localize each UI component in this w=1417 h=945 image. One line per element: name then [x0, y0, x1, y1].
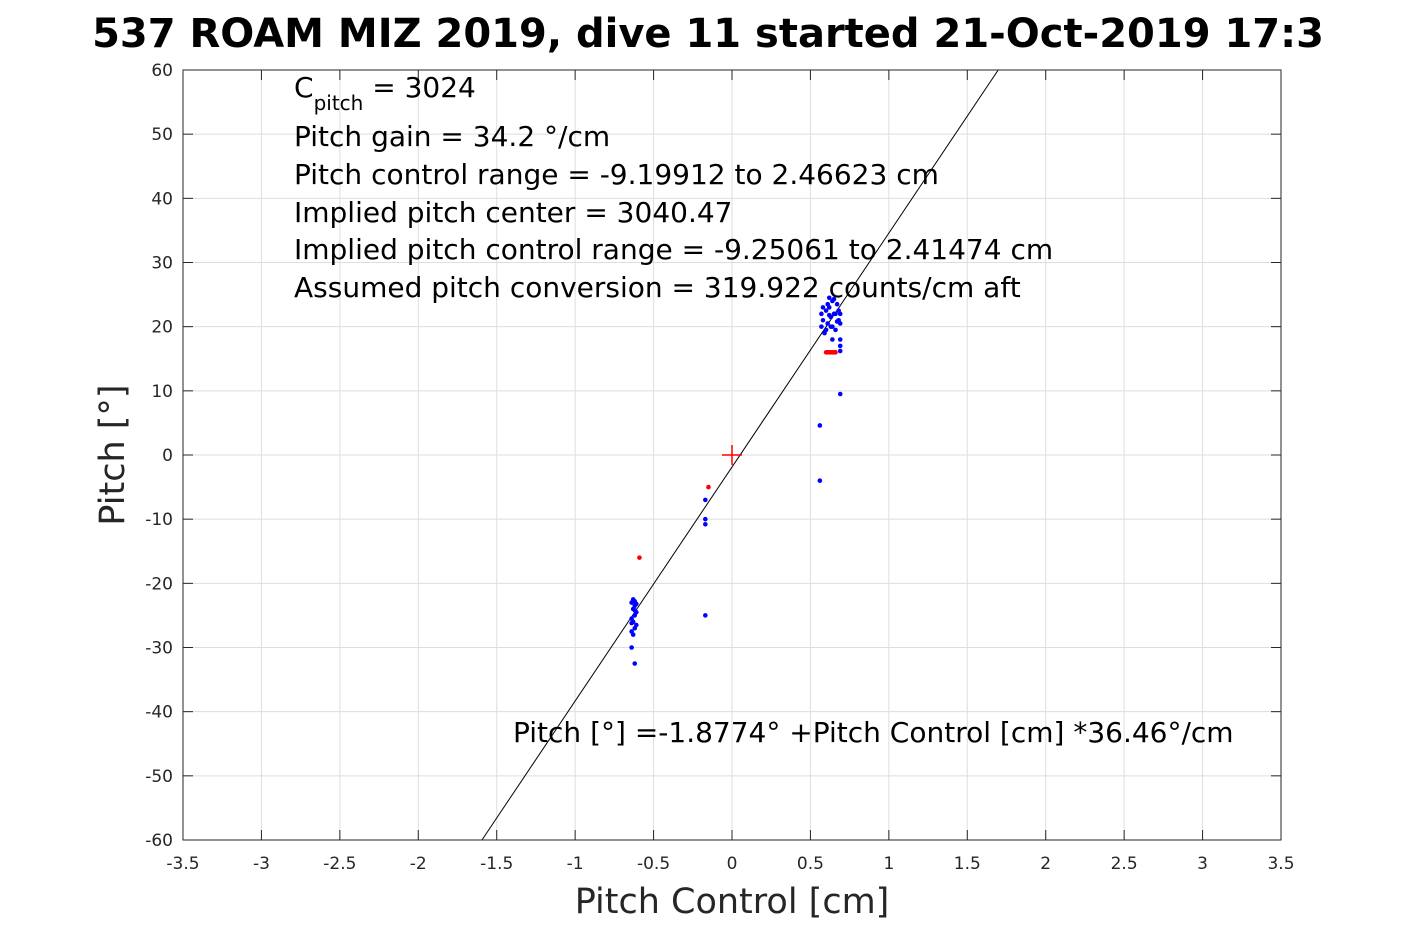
blue-data-point — [632, 607, 638, 613]
annotation-pitch-gain: Pitch gain = 34.2 °/cm — [294, 120, 610, 153]
x-tick-label: -2 — [410, 854, 427, 874]
fit-equation-label: Pitch [°] =-1.8774° +Pitch Control [cm] … — [513, 716, 1234, 749]
x-tick-label: 3.5 — [1267, 854, 1294, 874]
blue-data-point — [837, 348, 843, 354]
x-tick-label: -2.5 — [323, 854, 356, 874]
blue-data-point — [837, 311, 843, 317]
y-tick-label: -50 — [145, 767, 173, 787]
blue-data-point — [820, 305, 826, 310]
blue-data-point — [703, 497, 708, 503]
annotation-pitch-control-range: Pitch control range = -9.19912 to 2.4662… — [294, 158, 939, 191]
annotation-cpitch: Cpitch = 3024 — [294, 71, 476, 115]
blue-data-point — [833, 311, 838, 317]
blue-data-point — [703, 613, 708, 618]
y-axis-label: Pitch [°] — [93, 384, 133, 525]
blue-data-point — [703, 522, 708, 527]
x-tick-label: 1.5 — [954, 854, 981, 874]
y-tick-label: -40 — [145, 703, 173, 723]
blue-data-point — [837, 337, 843, 342]
cpitch-symbol: C — [294, 71, 314, 104]
blue-data-point — [831, 296, 837, 302]
blue-data-point — [826, 295, 832, 301]
blue-data-point — [825, 321, 830, 326]
chart-title: 537 ROAM MIZ 2019, dive 11 started 21-Oc… — [92, 11, 1324, 57]
x-tick-label: -3.5 — [166, 854, 199, 874]
y-tick-label: -30 — [145, 639, 173, 659]
x-tick-label: 3 — [1197, 854, 1208, 874]
blue-data-point — [820, 317, 826, 323]
x-tick-label: -3 — [253, 854, 270, 874]
data-points — [629, 295, 843, 666]
blue-data-point — [837, 343, 843, 349]
red-data-point — [706, 484, 711, 490]
blue-data-point — [819, 311, 824, 317]
blue-data-point — [825, 301, 830, 307]
blue-data-point — [817, 478, 823, 483]
y-tick-label: -20 — [145, 574, 173, 594]
center-marker-plus — [722, 445, 742, 465]
blue-data-point — [817, 423, 823, 428]
x-tick-label: -1 — [567, 854, 584, 874]
y-tick-label: 50 — [151, 125, 173, 145]
x-tick-label: 0 — [727, 854, 738, 874]
blue-data-point — [828, 324, 834, 329]
x-tick-label: -0.5 — [637, 854, 670, 874]
x-axis-label: Pitch Control [cm] — [575, 882, 890, 922]
annotation-implied-control-range: Implied pitch control range = -9.25061 t… — [294, 233, 1053, 266]
blue-data-point — [834, 319, 840, 324]
x-tick-label: 2 — [1040, 854, 1051, 874]
blue-data-point — [634, 622, 639, 628]
blue-data-point — [703, 516, 708, 522]
plot-frame — [182, 69, 1282, 841]
red-data-point — [833, 350, 838, 355]
blue-data-point — [632, 661, 638, 666]
blue-data-point — [822, 330, 827, 336]
cpitch-value: = 3024 — [363, 71, 476, 104]
blue-data-point — [629, 645, 634, 650]
annotation-pitch-conversion: Assumed pitch conversion = 319.922 count… — [294, 271, 1021, 304]
y-tick-label: 60 — [151, 61, 173, 81]
y-tick-label: -10 — [145, 510, 173, 530]
y-tick-label: 10 — [151, 382, 173, 402]
blue-data-point — [837, 391, 843, 397]
y-tick-label: -60 — [145, 831, 173, 851]
x-tick-labels: -3.5 -3 -2.5 -2 -1.5 -1 -0.5 0 0.5 1 1.5 2 2.5 3 3.5 — [166, 854, 1294, 874]
blue-data-point — [629, 616, 634, 621]
blue-data-point — [630, 632, 636, 637]
x-tick-label: 0.5 — [797, 854, 824, 874]
x-tick-label: 1 — [883, 854, 894, 874]
annotation-implied-pitch-center: Implied pitch center = 3040.47 — [294, 196, 732, 229]
x-tick-label: 2.5 — [1111, 854, 1138, 874]
blue-data-point — [819, 324, 824, 329]
blue-data-point — [629, 620, 634, 626]
y-tick-label: 0 — [162, 446, 173, 466]
y-tick-label: 30 — [151, 254, 173, 274]
y-tick-labels: -60 -50 -40 -30 -20 -10 0 10 20 30 40 50 60 — [145, 61, 173, 851]
x-tick-label: -1.5 — [480, 854, 513, 874]
blue-data-point — [826, 312, 832, 318]
blue-data-point — [830, 337, 835, 342]
blue-data-point — [833, 327, 838, 333]
red-data-point — [637, 555, 642, 560]
blue-data-point — [823, 308, 829, 313]
cpitch-subscript: pitch — [314, 91, 364, 115]
y-tick-label: 20 — [151, 318, 173, 338]
y-tick-label: 40 — [151, 189, 173, 209]
blue-data-point — [834, 301, 840, 307]
blue-data-point — [632, 599, 638, 604]
